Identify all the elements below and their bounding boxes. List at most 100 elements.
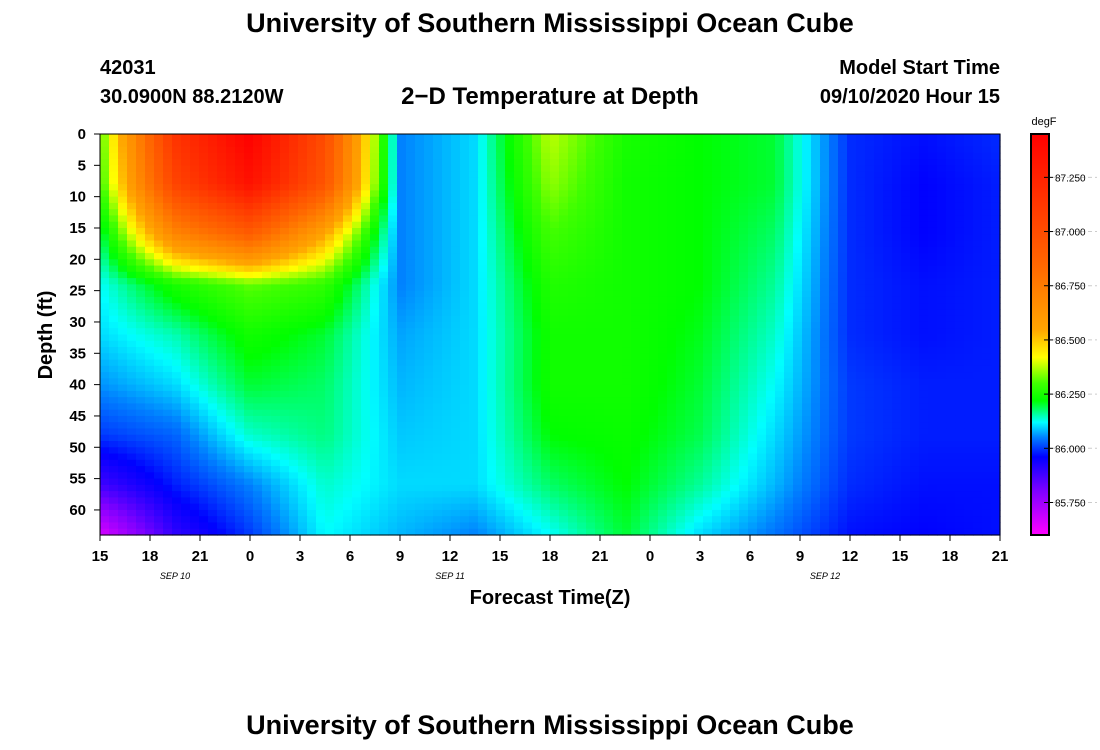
heatmap-cell [811,390,821,398]
heatmap-cell [316,372,326,379]
heatmap-cell [181,409,191,417]
heatmap-cell [298,240,308,248]
heatmap-cell [226,365,236,373]
heatmap-cell [163,328,173,336]
heatmap-cell [784,422,794,430]
heatmap-cell [676,372,686,379]
heatmap-cell [910,378,920,386]
heatmap-cell [541,215,551,223]
heatmap-cell [568,428,578,436]
heatmap-cell [829,271,839,279]
heatmap-cell [253,202,263,210]
heatmap-cell [523,152,533,160]
heatmap-cell [370,422,380,430]
heatmap-cell [775,347,785,354]
heatmap-cell [406,321,416,329]
heatmap-cell [631,347,641,354]
heatmap-cell [343,428,353,436]
heatmap-cell [415,321,425,329]
heatmap-cell [946,390,956,398]
heatmap-cell [100,365,110,373]
heatmap-cell [910,359,920,367]
heatmap-cell [406,177,416,185]
heatmap-cell [631,190,641,198]
heatmap-cell [946,196,956,204]
heatmap-cell [793,221,803,229]
heatmap-cell [739,340,749,348]
heatmap-cell [766,321,776,329]
heatmap-cell [847,315,857,323]
heatmap-cell [676,384,686,392]
heatmap-cell [487,159,497,166]
heatmap-cell [820,403,830,411]
heatmap-cell [145,303,155,311]
heatmap-cell [487,240,497,248]
heatmap-cell [766,221,776,229]
heatmap-cell [406,359,416,367]
heatmap-cell [973,284,983,292]
heatmap-cell [280,140,290,148]
heatmap-cell [820,284,830,292]
heatmap-cell [793,278,803,285]
heatmap-cell [730,315,740,323]
heatmap-cell [757,347,767,354]
heatmap-cell [163,372,173,379]
heatmap-cell [631,434,641,442]
heatmap-cell [532,390,542,398]
heatmap-cell [685,202,695,210]
heatmap-cell [991,372,1001,379]
heatmap-cell [982,353,992,361]
heatmap-cell [820,265,830,273]
heatmap-cell [685,259,695,267]
heatmap-cell [595,165,605,173]
heatmap-cell [415,234,425,242]
heatmap-cell [784,359,794,367]
heatmap-cell [280,190,290,198]
heatmap-cell [847,290,857,298]
heatmap-cell [208,434,218,442]
heatmap-cell [334,209,344,217]
heatmap-cell [586,159,596,166]
heatmap-cell [973,309,983,317]
heatmap-cell [568,403,578,411]
heatmap-cell [235,328,245,336]
heatmap-cell [460,140,470,148]
heatmap-cell [208,422,218,430]
heatmap-cell [604,177,614,185]
heatmap-cell [100,271,110,279]
heatmap-cell [352,303,362,311]
heatmap-cell [919,215,929,223]
heatmap-cell [127,146,137,154]
heatmap-cell [685,215,695,223]
heatmap-cell [703,340,713,348]
heatmap-cell [874,428,884,436]
heatmap-cell [847,278,857,285]
heatmap-cell [514,384,524,392]
heatmap-cell [784,321,794,329]
heatmap-cell [676,196,686,204]
heatmap-cell [883,202,893,210]
heatmap-cell [289,409,299,417]
heatmap-cell [190,234,200,242]
heatmap-cell [316,290,326,298]
heatmap-cell [109,271,119,279]
heatmap-cell [541,221,551,229]
heatmap-cell [379,265,389,273]
heatmap-cell [964,134,974,141]
heatmap-cell [334,227,344,235]
heatmap-cell [757,140,767,148]
heatmap-cell [397,177,407,185]
heatmap-cell [352,221,362,229]
heatmap-cell [496,296,506,304]
heatmap-cell [244,365,254,373]
heatmap-cell [784,309,794,317]
heatmap-cell [802,165,812,173]
heatmap-cell [298,441,308,448]
heatmap-cell [784,303,794,311]
heatmap-cell [397,290,407,298]
heatmap-cell [892,353,902,361]
heatmap-cell [622,365,632,373]
heatmap-cell [163,422,173,430]
heatmap-cell [424,428,434,436]
heatmap-cell [784,434,794,442]
